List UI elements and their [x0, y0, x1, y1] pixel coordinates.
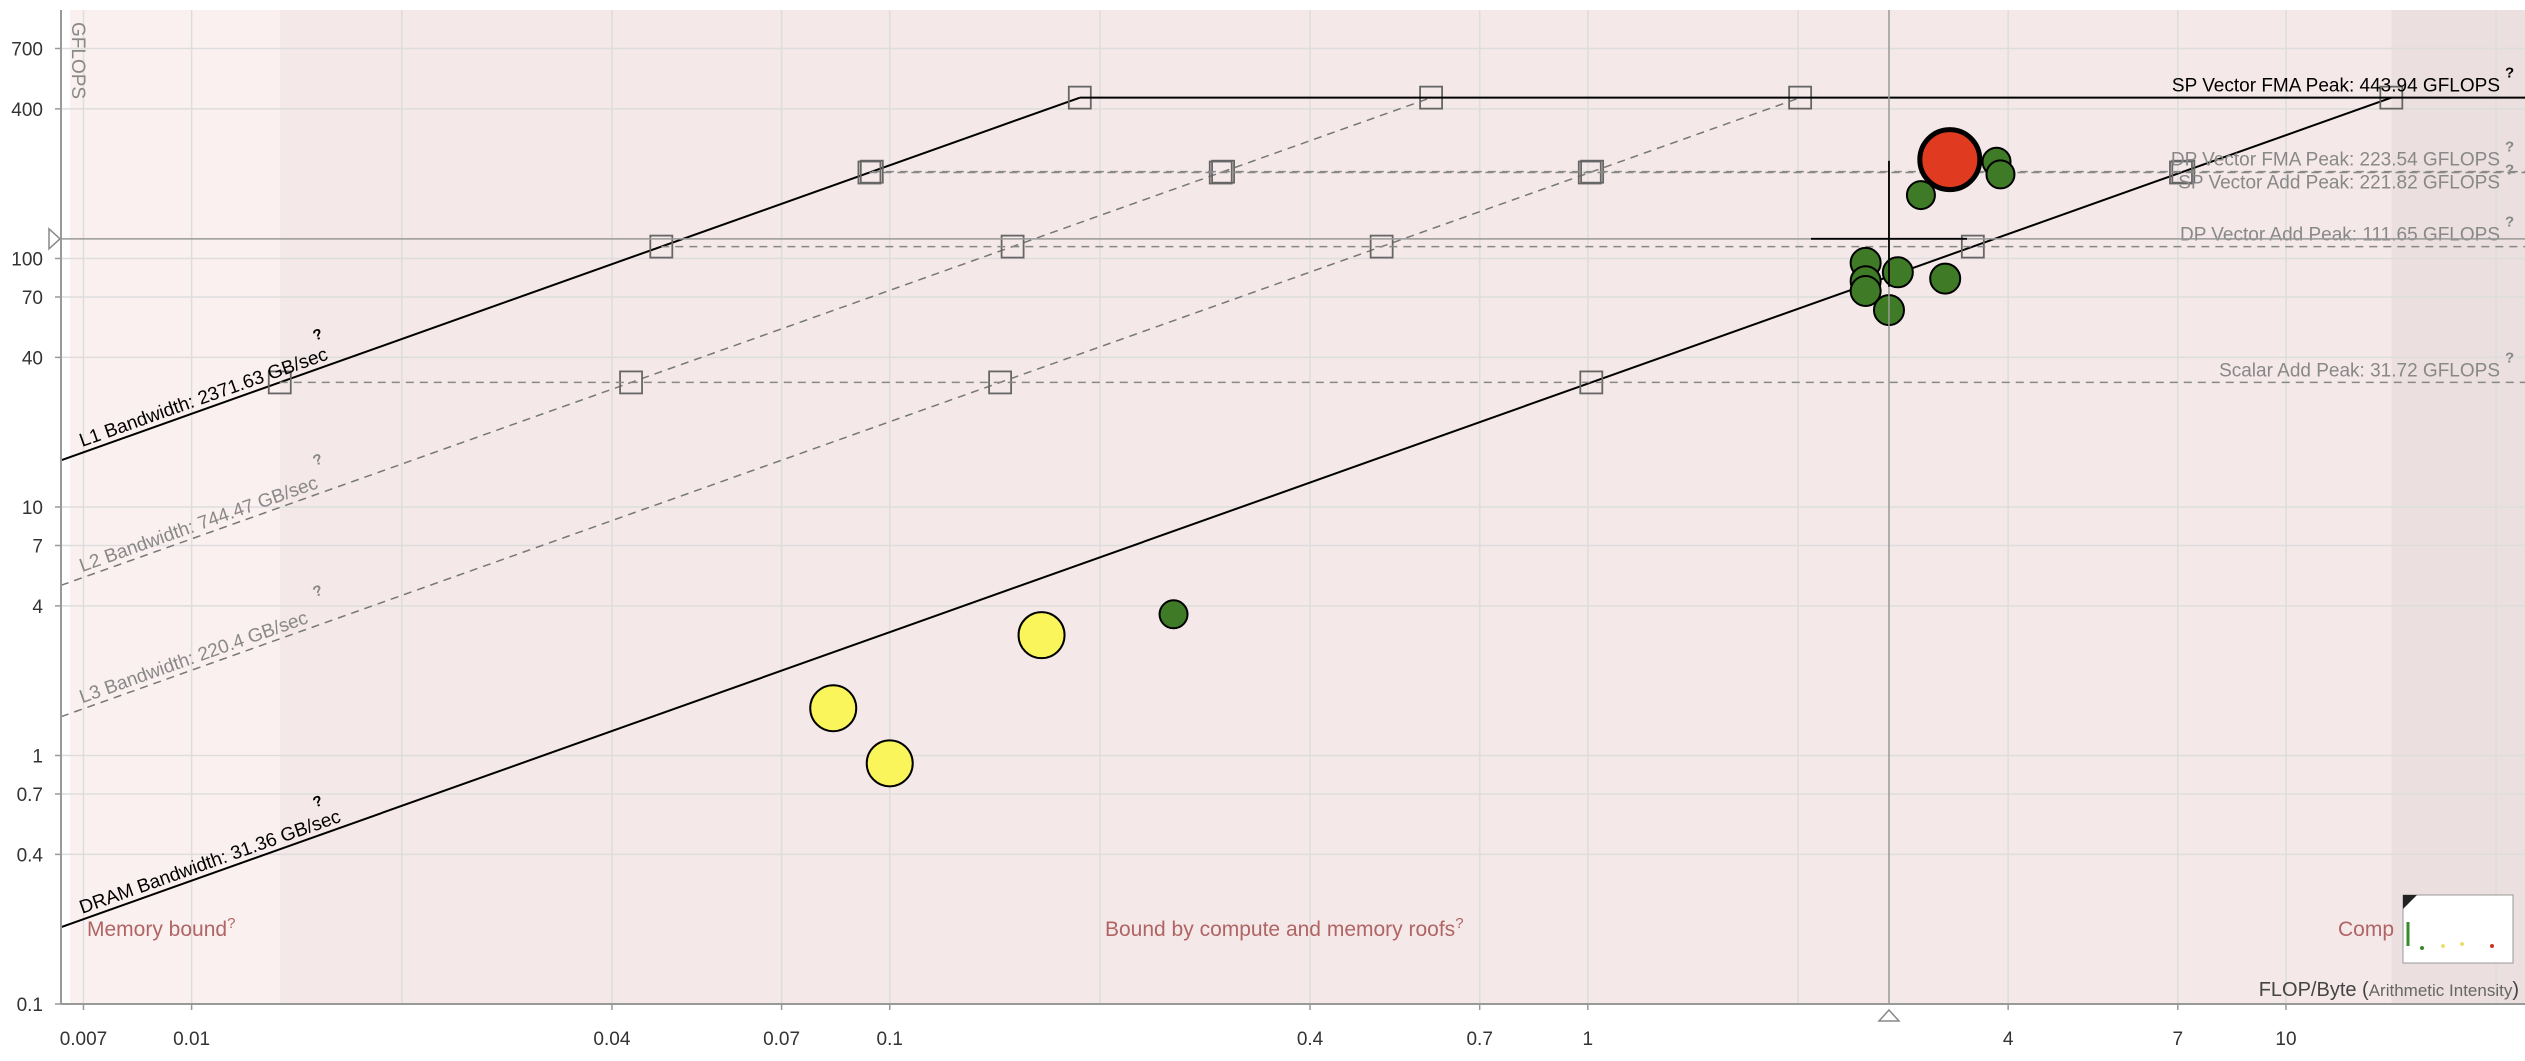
x-axis-label-note: Arithmetic Intensity [2369, 981, 2513, 1000]
compute-roof-label: DP Vector Add Peak: 111.65 GFLOPS [2180, 225, 2500, 246]
compute-roof-label: SP Vector FMA Peak: 443.94 GFLOPS [2172, 76, 2500, 97]
y-tick-label: 1 [32, 747, 43, 768]
y-tick-label: 70 [22, 288, 43, 309]
help-mark[interactable]: ? [2505, 65, 2514, 82]
x-tick-label: 0.07 [763, 1029, 800, 1050]
y-tick-label: 0.4 [17, 845, 44, 866]
data-point[interactable] [1017, 611, 1066, 660]
roof-intersection-marker [649, 234, 674, 259]
x-tick-label: 0.01 [173, 1029, 210, 1050]
x-axis-label: FLOP/Byte (Arithmetic Intensity) [2259, 979, 2519, 1001]
memory-roof-line[interactable] [60, 96, 1432, 587]
region-label-memory-bound-text: Memory bound [87, 918, 227, 941]
x-tick-label: 4 [2003, 1029, 2014, 1050]
roof-intersection-marker [857, 160, 882, 185]
data-point[interactable] [809, 684, 858, 733]
y-tick-label: 10 [22, 498, 43, 519]
data-point[interactable] [1905, 180, 1936, 211]
y-tick-label: 100 [11, 250, 43, 271]
compute-roof-label: Scalar Add Peak: 31.72 GFLOPS [2219, 360, 2500, 381]
crosshair-x-handle-icon[interactable] [1877, 1008, 1901, 1022]
data-point[interactable] [1929, 262, 1962, 295]
y-tick-label: 0.1 [17, 995, 43, 1016]
memory-roof-line[interactable] [60, 96, 2392, 929]
help-mark[interactable]: ? [2505, 162, 2514, 179]
axis-layer: 0.007 0.01 0.04 0.07 0.1 0.4 0.7 1 4 7 10 0.1 0.4 0.7… [11, 10, 2525, 1050]
memory-roof-line[interactable] [60, 96, 1081, 462]
y-tick-label: 7 [32, 536, 43, 557]
help-mark[interactable]: ? [2505, 214, 2514, 231]
y-tick-label: 0.7 [17, 785, 43, 806]
minimap-thumbnail[interactable] [2402, 894, 2514, 964]
roof-intersection-marker [267, 370, 292, 395]
crosshair-y-handle-icon[interactable] [48, 227, 62, 251]
data-point[interactable] [1158, 599, 1189, 630]
minimap-dot [2420, 946, 2424, 950]
data-point[interactable] [1917, 127, 1983, 193]
y-tick-label: 4 [32, 597, 43, 618]
x-tick-label: 0.1 [877, 1029, 903, 1050]
x-tick-label: 7 [2173, 1029, 2184, 1050]
x-tick-label: 0.04 [593, 1029, 630, 1050]
region-label-mixed: Bound by compute and memory roofs? [1105, 915, 1464, 941]
data-point[interactable] [865, 739, 914, 788]
x-axis-label-main: FLOP/Byte [2259, 979, 2357, 1001]
help-mark[interactable]: ? [1455, 915, 1463, 932]
data-point[interactable] [1849, 274, 1882, 307]
minimap-dot [2490, 944, 2494, 948]
data-point[interactable] [1985, 159, 2016, 190]
minimap-dot [2441, 944, 2445, 948]
point-layer [809, 127, 2016, 788]
y-axis-label: GFLOPS [67, 22, 88, 99]
x-tick-label: 0.4 [1297, 1029, 1324, 1050]
region-label-memory-bound: Memory bound? [87, 915, 235, 941]
minimap-frame[interactable] [2402, 894, 2514, 964]
y-tick-label: 700 [11, 39, 43, 60]
y-tick-label: 400 [11, 100, 43, 121]
help-mark[interactable]: ? [227, 915, 235, 932]
minimap-corner-icon [2403, 895, 2417, 909]
x-tick-label: 0.007 [60, 1029, 108, 1050]
region-label-mixed-text: Bound by compute and memory roofs [1105, 918, 1455, 941]
data-point[interactable] [1881, 256, 1914, 289]
x-tick-label: 0.7 [1466, 1029, 1492, 1050]
compute-roof-label: DP Vector FMA Peak: 223.54 GFLOPS [2171, 150, 2500, 171]
y-tick-label: 40 [22, 348, 43, 369]
compute-roof-label: SP Vector Add Peak: 221.82 GFLOPS [2178, 173, 2500, 194]
help-mark[interactable]: ? [2505, 139, 2514, 156]
help-mark[interactable]: ? [2505, 349, 2514, 366]
x-tick-label: 1 [1583, 1029, 1594, 1050]
minimap-dot [2460, 942, 2464, 946]
x-tick-label: 10 [2275, 1029, 2296, 1050]
region-label-compute-bound: Comp [2338, 918, 2394, 941]
